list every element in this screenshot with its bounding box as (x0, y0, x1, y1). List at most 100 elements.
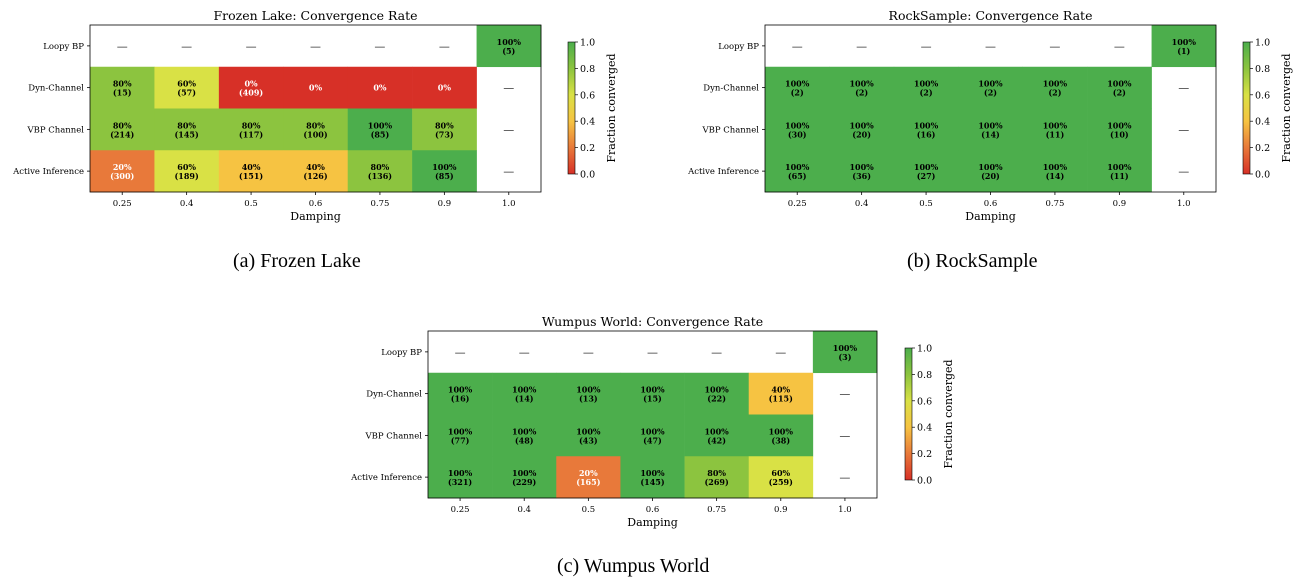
x-tick-label: 1.0 (1177, 199, 1191, 209)
cell-percent-label: 60% (771, 468, 790, 478)
cell-count-label: (16) (451, 394, 470, 404)
x-tick-label: 0.9 (438, 199, 452, 209)
y-tick-label: VBP Channel (701, 125, 759, 135)
colorbar-tick-label: 0.0 (580, 170, 595, 181)
cell-percent-label: 80% (113, 79, 132, 89)
cell-percent-label: 100% (640, 468, 665, 478)
x-tick-label: 0.75 (707, 505, 726, 515)
heatmap-cell (684, 456, 750, 499)
cell-percent-label: 40% (242, 162, 261, 172)
cell-percent-label: 100% (1043, 120, 1068, 130)
colorbar-tick-label: 0.6 (1255, 90, 1270, 101)
colorbar-tick-label: 0.6 (580, 90, 595, 101)
cell-percent-label: 100% (512, 426, 537, 436)
colorbar-label: Fraction converged (942, 359, 955, 468)
x-tick-label: 0.9 (1113, 199, 1127, 209)
cell-count-label: (11) (1046, 129, 1065, 139)
cell-count-label: (259) (769, 477, 793, 487)
heatmap-cell (893, 150, 959, 193)
heatmap-cell (283, 150, 349, 193)
heatmap-cell (829, 108, 895, 151)
heatmap-cell (218, 66, 284, 109)
heatmap-cell (556, 456, 621, 499)
empty-cell-dash: — (1178, 123, 1189, 136)
empty-cell-dash: — (310, 40, 321, 53)
empty-cell-dash: — (985, 40, 996, 53)
heatmap-cell (90, 108, 155, 151)
heatmap-cell (218, 108, 284, 151)
colorbar-tick-label: 1.0 (580, 38, 595, 49)
cell-count-label: (20) (852, 129, 871, 139)
cell-count-label: (151) (239, 171, 263, 181)
cell-count-label: (2) (984, 88, 997, 98)
chart-title: Frozen Lake: Convergence Rate (213, 8, 417, 23)
caption-wumpus-world: (c) Wumpus World (557, 555, 710, 577)
cell-count-label: (100) (303, 129, 327, 139)
empty-cell-dash: — (839, 429, 850, 442)
colorbar (1242, 41, 1251, 175)
cell-count-label: (42) (707, 435, 726, 445)
x-tick-label: 0.9 (774, 505, 788, 515)
heatmap-cell (748, 372, 814, 415)
heatmap-cell (90, 66, 155, 109)
cell-count-label: (16) (917, 129, 936, 139)
heatmap-cell (1151, 25, 1217, 68)
y-tick-label: VBP Channel (364, 431, 422, 441)
x-tick-label: 0.6 (309, 199, 323, 209)
x-tick-label: 1.0 (502, 199, 516, 209)
cell-percent-label: 80% (435, 120, 454, 130)
cell-count-label: (165) (576, 477, 600, 487)
heatmap-panel-rocksample: RockSample: Convergence Rate — — — — — —100% (1… (649, 0, 1298, 290)
cell-count-label: (136) (368, 171, 392, 181)
y-tick-label: VBP Channel (26, 125, 84, 135)
cell-percent-label: 100% (576, 385, 601, 395)
x-tick-label: 0.6 (984, 199, 998, 209)
cell-count-label: (15) (113, 88, 132, 98)
empty-cell-dash: — (246, 40, 257, 53)
heatmap-cell (620, 372, 685, 415)
x-axis-label: Damping (965, 210, 1016, 223)
heatmap-cell (492, 456, 557, 499)
cell-count-label: (145) (175, 129, 199, 139)
empty-cell-dash: — (775, 346, 786, 359)
cell-percent-label: 20% (113, 162, 132, 172)
cell-percent-label: 100% (785, 120, 810, 130)
heatmap-cell (1022, 150, 1088, 193)
empty-cell-dash: — (503, 82, 514, 95)
cell-percent-label: 0% (244, 79, 258, 89)
cell-percent-label: 60% (177, 79, 196, 89)
cell-percent-label: 100% (978, 120, 1003, 130)
cell-percent-label: 100% (785, 162, 810, 172)
x-tick-label: 0.4 (517, 505, 531, 515)
cell-percent-label: 100% (448, 426, 473, 436)
heatmap-svg: RockSample: Convergence Rate— — — — — —100%(1… (687, 8, 1293, 223)
cell-count-label: (229) (512, 477, 536, 487)
cell-count-label: (38) (771, 435, 790, 445)
colorbar-tick-label: 0.2 (1255, 143, 1270, 154)
heatmap-cell (283, 66, 349, 109)
cell-percent-label: 100% (978, 79, 1003, 89)
heatmap-cell (556, 372, 621, 415)
x-tick-label: 0.4 (180, 199, 194, 209)
cell-percent-label: 100% (1043, 162, 1068, 172)
cell-percent-label: 80% (371, 162, 390, 172)
empty-cell-dash: — (503, 123, 514, 136)
cell-count-label: (14) (515, 394, 534, 404)
cell-percent-label: 100% (1107, 120, 1132, 130)
empty-cell-dash: — (1178, 165, 1189, 178)
x-tick-label: 0.75 (1045, 199, 1064, 209)
cell-count-label: (5) (502, 46, 515, 56)
colorbar-label: Fraction converged (605, 53, 618, 162)
x-tick-label: 0.25 (113, 199, 132, 209)
cell-percent-label: 100% (512, 385, 537, 395)
cell-percent-label: 100% (849, 162, 874, 172)
heatmap-cell (154, 66, 220, 109)
heatmap-cell (412, 150, 477, 193)
cell-count-label: (85) (371, 129, 390, 139)
empty-cell-dash: — (647, 346, 658, 359)
heatmap-cell (620, 414, 685, 457)
cell-count-label: (22) (707, 394, 726, 404)
empty-cell-dash: — (374, 40, 385, 53)
colorbar-tick-label: 0.4 (580, 117, 595, 128)
heatmap-cell (748, 456, 814, 499)
